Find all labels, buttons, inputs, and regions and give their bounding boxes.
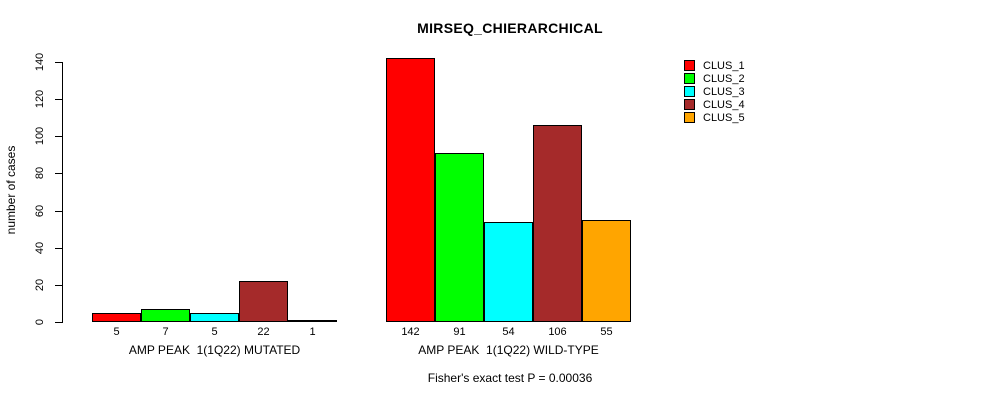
y-tick-label: 60 bbox=[34, 204, 46, 218]
chart-title: MIRSEQ_CHIERARCHICAL bbox=[417, 20, 603, 36]
y-tick bbox=[55, 62, 62, 63]
y-tick-label: 100 bbox=[34, 126, 46, 146]
y-tick-label: 0 bbox=[34, 318, 46, 326]
y-tick-label: 40 bbox=[34, 241, 46, 255]
bar-value-label: 91 bbox=[453, 326, 466, 338]
legend-swatch-icon bbox=[684, 60, 695, 71]
bar-clus_1-group2 bbox=[386, 58, 435, 322]
bar-clus_4-group2 bbox=[533, 125, 582, 322]
bar-clus_5-group2 bbox=[582, 220, 631, 322]
legend-swatch-icon bbox=[684, 73, 695, 84]
bar-value-label: 54 bbox=[502, 326, 515, 338]
y-tick-label: 120 bbox=[34, 89, 46, 109]
legend-swatch-icon bbox=[684, 112, 695, 123]
y-tick-label: 20 bbox=[34, 278, 46, 292]
y-axis-label: number of cases bbox=[4, 145, 18, 235]
y-tick-label: 80 bbox=[34, 166, 46, 180]
y-tick bbox=[55, 211, 62, 212]
bar-clus_3-group2 bbox=[484, 222, 533, 322]
legend-swatch-icon bbox=[684, 86, 695, 97]
bar-clus_5-group1 bbox=[288, 320, 337, 322]
bar-value-label: 106 bbox=[548, 326, 567, 338]
footnote-text: Fisher's exact test P = 0.00036 bbox=[427, 371, 593, 385]
y-tick bbox=[55, 99, 62, 100]
y-tick bbox=[55, 285, 62, 286]
y-axis-line bbox=[62, 62, 63, 323]
bar-clus_2-group1 bbox=[141, 309, 190, 322]
y-tick-label: 140 bbox=[34, 52, 46, 72]
bar-clus_3-group1 bbox=[190, 313, 239, 322]
y-tick bbox=[55, 136, 62, 137]
bar-clus_1-group1 bbox=[92, 313, 141, 322]
group-label-2: AMP PEAK 1(1Q22) WILD-TYPE bbox=[418, 343, 599, 357]
legend-label: CLUS_3 bbox=[703, 86, 745, 98]
bar-value-label: 22 bbox=[257, 326, 270, 338]
y-tick bbox=[55, 322, 62, 323]
legend-label: CLUS_5 bbox=[703, 112, 745, 124]
legend-label: CLUS_4 bbox=[703, 99, 745, 111]
legend-swatch-icon bbox=[684, 99, 695, 110]
legend-label: CLUS_2 bbox=[703, 73, 745, 85]
group-label-1: AMP PEAK 1(1Q22) MUTATED bbox=[128, 343, 301, 357]
bar-value-label: 55 bbox=[600, 326, 613, 338]
legend-label: CLUS_1 bbox=[703, 60, 745, 72]
y-tick bbox=[55, 173, 62, 174]
bar-value-label: 5 bbox=[211, 326, 218, 338]
bar-clus_4-group1 bbox=[239, 281, 288, 322]
bar-clus_2-group2 bbox=[435, 153, 484, 322]
bar-value-label: 142 bbox=[401, 326, 420, 338]
bar-value-label: 1 bbox=[309, 326, 316, 338]
bar-value-label: 5 bbox=[113, 326, 120, 338]
y-tick bbox=[55, 248, 62, 249]
bar-value-label: 7 bbox=[162, 326, 169, 338]
